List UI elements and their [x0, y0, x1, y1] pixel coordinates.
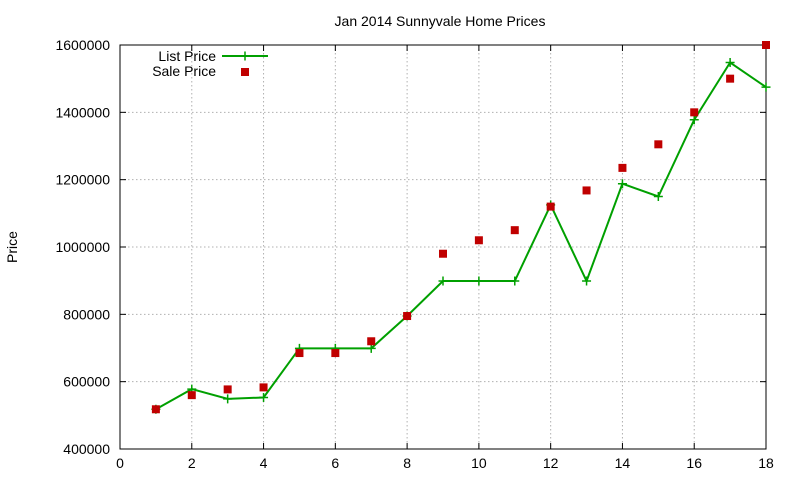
sale-price-point: [690, 108, 699, 117]
series-sale-price: [151, 41, 770, 414]
legend-marker-sale-price: [241, 68, 249, 76]
list-price-point: [438, 276, 448, 286]
x-tick-label: 10: [471, 455, 487, 471]
sale-price-point: [474, 236, 483, 245]
sale-price-point: [618, 163, 627, 172]
x-tick-label: 4: [260, 455, 268, 471]
legend-label-list-price: List Price: [158, 48, 216, 64]
x-tick-label: 2: [188, 455, 196, 471]
list-price-point: [761, 82, 771, 92]
x-tick-label: 18: [758, 455, 774, 471]
sale-price-point: [295, 349, 304, 358]
chart-title: Jan 2014 Sunnyvale Home Prices: [335, 13, 546, 29]
x-tick-label: 16: [686, 455, 702, 471]
sale-price-point: [582, 186, 591, 195]
sale-price-point: [223, 385, 232, 394]
axis-ticks: 0 2 4 6 8 10 12 14 16 18 400000 600000 800000 1000000…: [55, 37, 774, 471]
series-list-price: [151, 58, 771, 414]
sale-price-point: [259, 383, 268, 392]
x-tick-label: 0: [116, 455, 124, 471]
sale-price-point: [510, 226, 519, 235]
list-price-point: [223, 394, 233, 404]
list-price-point: [725, 58, 735, 68]
legend-marker-list-price: [240, 51, 250, 61]
sale-price-point: [367, 337, 376, 346]
series: [151, 41, 771, 414]
list-price-point: [259, 392, 269, 402]
x-tick-label: 14: [615, 455, 631, 471]
sale-price-point: [187, 391, 196, 400]
list-price-point: [653, 192, 663, 201]
sale-price-point: [403, 312, 412, 321]
y-tick-label: 1200000: [55, 172, 110, 188]
list-price-point: [510, 276, 520, 286]
y-tick-label: 1600000: [55, 37, 110, 53]
x-tick-label: 12: [543, 455, 559, 471]
sale-price-point: [654, 140, 663, 149]
y-tick-label: 800000: [63, 306, 110, 322]
list-price-line: [155, 61, 767, 411]
sale-price-point: [762, 41, 770, 49]
list-price-point: [689, 115, 699, 125]
y-axis-label: Price: [4, 231, 20, 263]
legend-swatch-list-price: [222, 51, 268, 61]
sale-price-point: [546, 202, 555, 211]
list-price-point: [617, 179, 627, 189]
y-tick-label: 1400000: [55, 104, 110, 120]
list-price-point: [582, 276, 592, 286]
y-tick-label: 1000000: [55, 239, 110, 255]
sale-price-point: [439, 249, 447, 258]
x-tick-label: 6: [331, 455, 339, 471]
list-price-point: [366, 343, 376, 353]
sale-price-point: [331, 349, 340, 358]
legend-swatch-sale-price: [241, 68, 249, 76]
x-tick-label: 8: [403, 455, 411, 471]
legend-label-sale-price: Sale Price: [152, 63, 216, 79]
sale-price-point: [726, 74, 735, 83]
sale-price-point: [151, 405, 160, 414]
y-tick-label: 400000: [63, 441, 110, 457]
y-tick-label: 600000: [63, 374, 110, 390]
list-price-point: [474, 276, 484, 286]
grid: [120, 45, 766, 449]
legend: List Price Sale Price: [152, 48, 268, 79]
